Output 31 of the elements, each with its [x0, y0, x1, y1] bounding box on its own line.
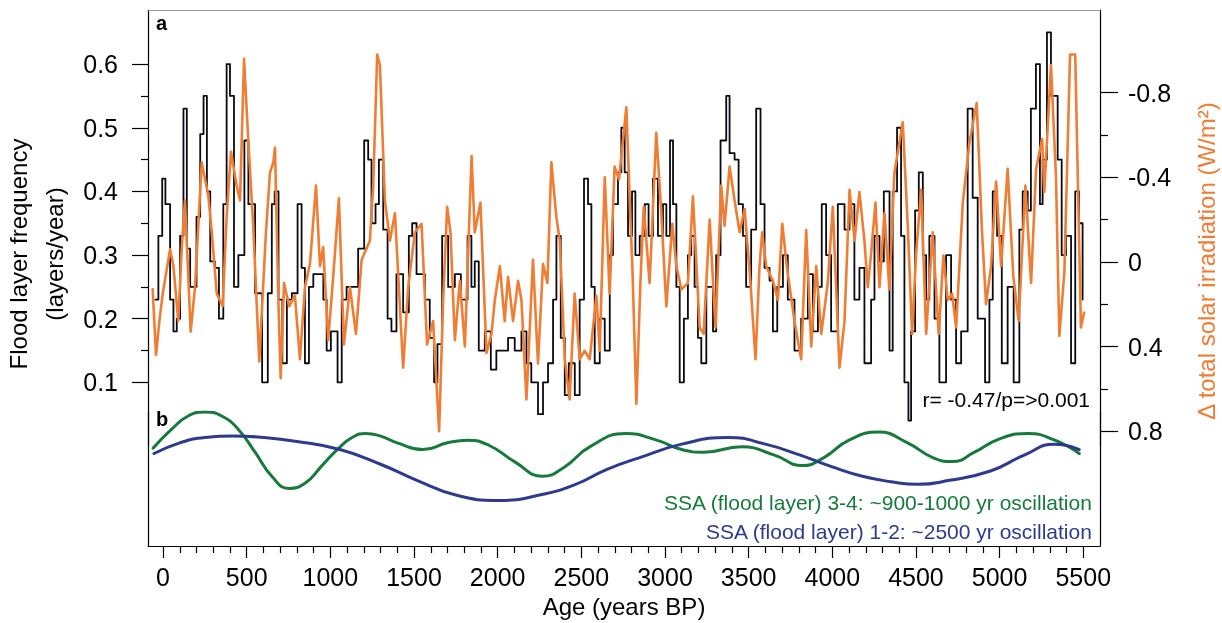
annotation: a — [156, 12, 168, 34]
x-tick-label: 4500 — [888, 562, 944, 591]
y2-tick-label: -0.8 — [1128, 78, 1172, 107]
x-tick-label: 0 — [156, 562, 171, 591]
x-tick-label: 5500 — [1055, 562, 1112, 591]
x-tick-label: 2500 — [553, 562, 610, 591]
y2-axis-title: Δ total solar irradiation (W/m²) — [1192, 102, 1220, 420]
annotation: r= -0.47/p=>0.001 — [922, 388, 1091, 411]
x-tick-label: 2000 — [469, 562, 526, 591]
y-axis-title: Flood layer frequency (layers/year) — [4, 138, 68, 370]
y2-tick-label: 0 — [1128, 247, 1142, 276]
x-tick-label: 3000 — [637, 562, 693, 591]
text: SSA (flood layer) 1-2: ~2500 yr oscillation — [706, 520, 1092, 543]
x-tick-label: 3500 — [720, 562, 777, 591]
y-tick-label: 0.2 — [83, 304, 118, 333]
x-tick-label: 1000 — [302, 562, 359, 591]
annotation: b — [156, 408, 169, 430]
x-tick-label: 1500 — [386, 562, 442, 591]
y2-tick-label: 0.8 — [1128, 417, 1163, 446]
y2-tick-label: -0.4 — [1128, 163, 1172, 192]
y-tick-label: 0.5 — [83, 113, 118, 142]
y-tick-label: 0.1 — [83, 368, 118, 397]
y2-tick-label: 0.4 — [1128, 332, 1163, 361]
y-tick-label: 0.4 — [83, 177, 119, 206]
x-axis-title: Age (years BP) — [542, 592, 706, 620]
x-tick-label: 500 — [225, 562, 268, 591]
series-label: SSA (flood layer) 3-4: ~900-1000 yr oscillation — [664, 491, 1092, 514]
x-tick-label: 4000 — [804, 562, 861, 591]
y-tick-label: 0.3 — [83, 241, 118, 270]
x-tick-label: 5000 — [971, 562, 1028, 591]
y-tick-label: 0.6 — [83, 50, 118, 79]
